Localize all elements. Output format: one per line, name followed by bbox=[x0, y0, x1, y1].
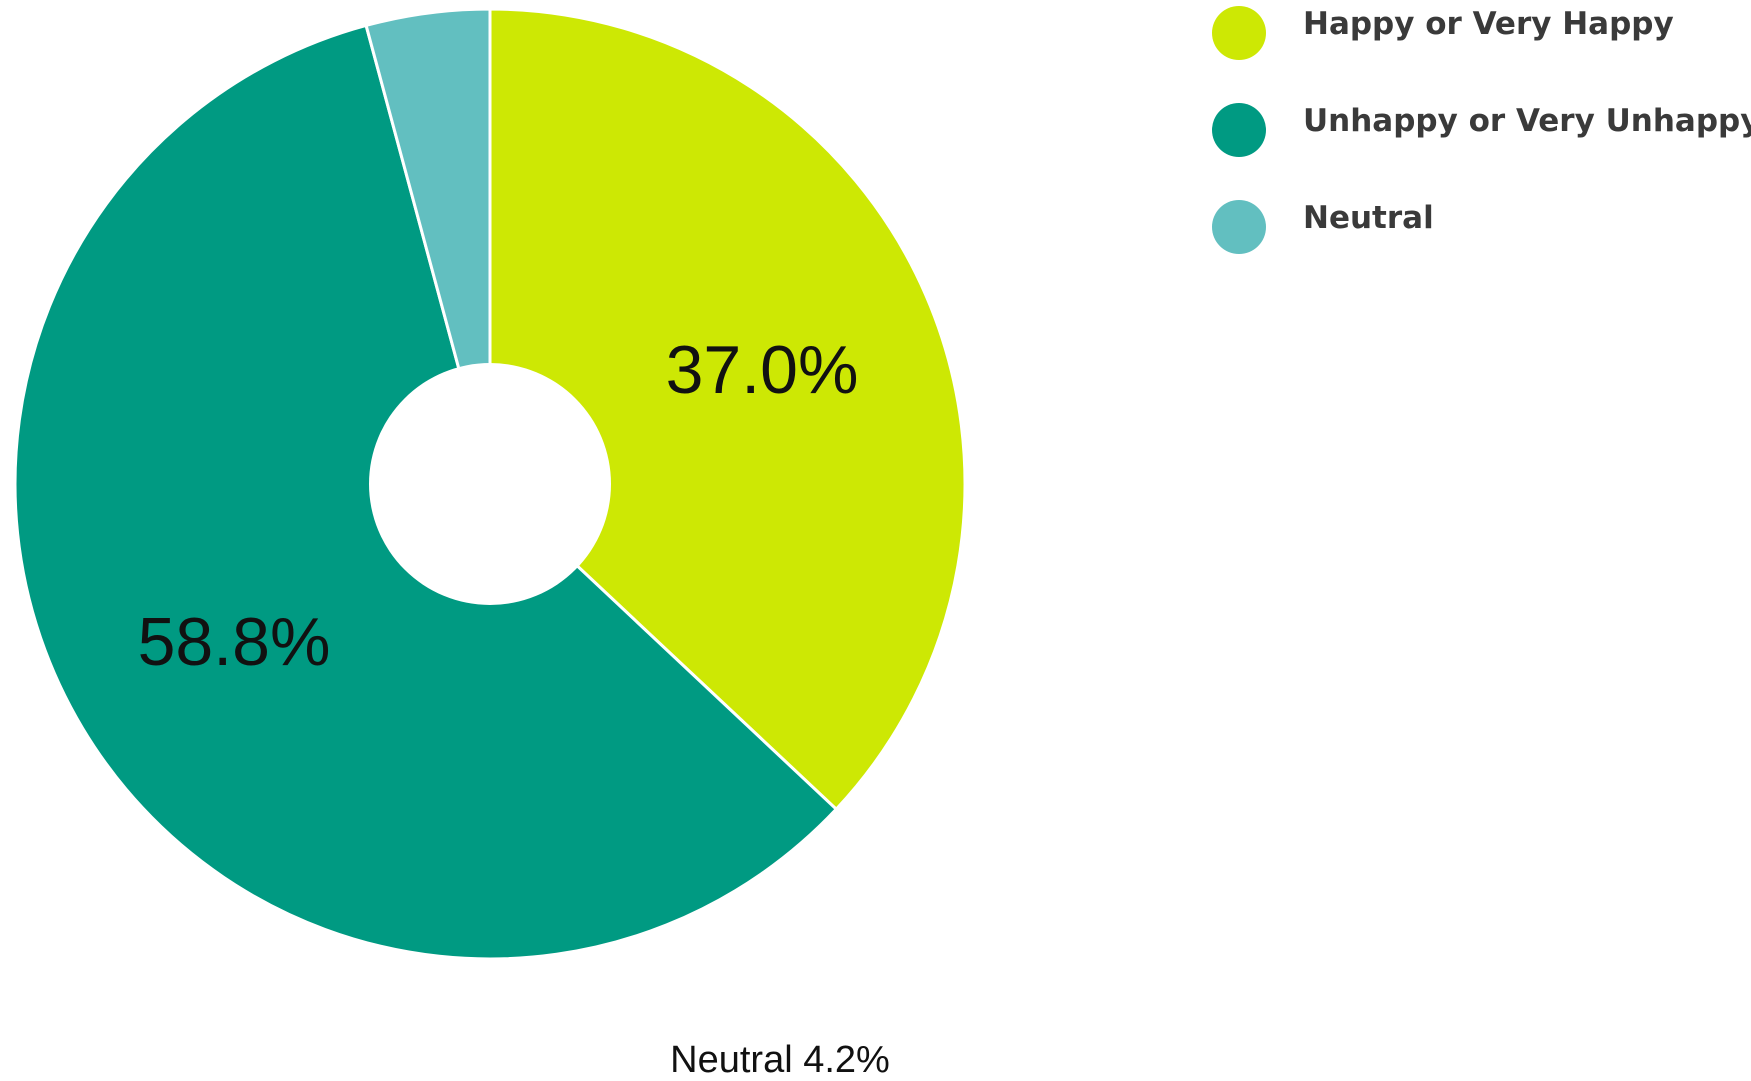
slice-happy[interactable] bbox=[488, 7, 967, 812]
legend-swatch-unhappy bbox=[1212, 103, 1266, 157]
slice-label-happy: 37.0% bbox=[666, 332, 859, 408]
slice-neutral[interactable] bbox=[364, 7, 492, 485]
chart-legend: Happy or Very Happy Unhappy or Very Unha… bbox=[1212, 6, 1751, 297]
legend-label-happy: Happy or Very Happy bbox=[1303, 5, 1674, 42]
donut-hole bbox=[369, 363, 611, 605]
legend-item-happy[interactable]: Happy or Very Happy bbox=[1212, 6, 1732, 60]
legend-swatch-neutral bbox=[1212, 200, 1266, 254]
slice-label-unhappy: 58.8% bbox=[138, 604, 331, 680]
labels-layer: 37.0% 58.8% Neutral 4.2% bbox=[138, 332, 890, 1081]
legend-label-unhappy: Unhappy or Very Unhappy bbox=[1303, 102, 1751, 139]
slice-label-neutral: Neutral 4.2% bbox=[670, 1039, 890, 1081]
legend-swatch-happy bbox=[1212, 6, 1266, 60]
legend-label-neutral: Neutral bbox=[1303, 199, 1434, 236]
legend-item-neutral[interactable]: Neutral bbox=[1212, 200, 1732, 254]
legend-item-unhappy[interactable]: Unhappy or Very Unhappy bbox=[1212, 103, 1751, 157]
